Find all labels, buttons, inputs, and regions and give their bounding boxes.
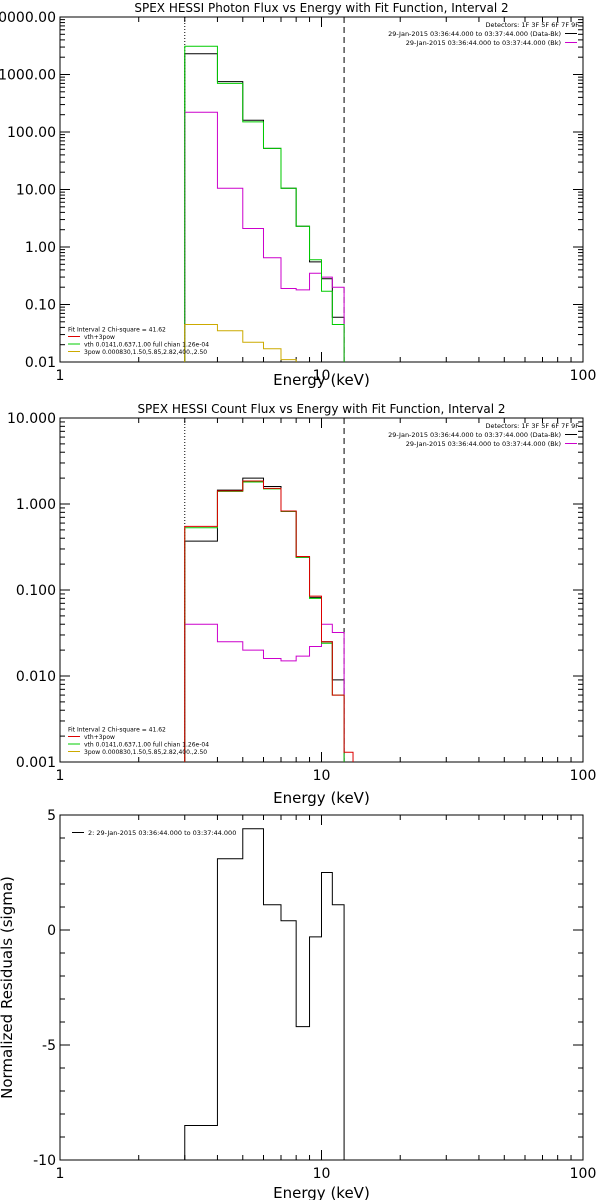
panel3-y-tick-label: 0 xyxy=(47,923,56,939)
panel2-legend-right-text: 29-Jan-2015 03:36:44.000 to 03:37:44.000… xyxy=(388,431,561,439)
panel1-x-tick-label: 100 xyxy=(570,368,597,384)
panel1-x-tick-label: 10 xyxy=(313,368,331,384)
panel1-y-tick-label: 0.10 xyxy=(25,298,56,314)
panel2-x-axis-label: Energy (keV) xyxy=(273,789,370,807)
panel2-series-data-bk xyxy=(184,477,345,762)
panel2-y-tick-label: 0.100 xyxy=(16,583,56,599)
panel1-series-3pow xyxy=(184,323,297,362)
panel3-legend-text: 2: 29-Jan-2015 03:36:44.000 to 03:37:44.… xyxy=(88,829,236,837)
panel1-fit-text: 3pow 0.000830,1.50,5.85,2.82,400.,2.50 xyxy=(84,349,207,356)
panel2-plot-frame xyxy=(59,417,584,763)
panel3-y-tick-label: -10 xyxy=(33,1153,56,1169)
panel1-legend-right-text: 29-Jan-2015 03:36:44.000 to 03:37:44.000… xyxy=(406,39,561,47)
panel3-x-tick-label: 1 xyxy=(56,1166,65,1182)
panel1-x-axis-label: Energy (keV) xyxy=(273,371,370,389)
panel1-series-data-bk xyxy=(184,53,345,362)
panel1-y-tick-label: 1000.00 xyxy=(0,68,56,84)
panel1-fit-text: vth 0.0141,0.637,1.00 full chian 1.26e-0… xyxy=(84,342,209,349)
panel2-fit-text: vth+3pow xyxy=(84,734,115,741)
panel2-x-tick-label: 1 xyxy=(56,768,65,784)
panel1-legend-right-text: 29-Jan-2015 03:36:44.000 to 03:37:44.000… xyxy=(388,30,561,38)
panel1-fit-text: vth+3pow xyxy=(84,334,115,341)
panel2-y-tick-label: 0.010 xyxy=(16,669,56,685)
panel2-series-bk xyxy=(184,623,345,762)
panel3-x-axis-label: Energy (keV) xyxy=(273,1184,370,1200)
panel1-y-tick-label: 1.00 xyxy=(25,240,56,256)
panel1-series-vth xyxy=(184,45,345,362)
panel1-y-tick-label: 10.00 xyxy=(16,183,56,199)
panel3-series-2-29-jan-2015-03-36-44-000-to-03-37-44-000 xyxy=(184,828,345,1160)
panel2-y-tick-label: 1.000 xyxy=(16,497,56,513)
panel2-x-tick-label: 100 xyxy=(570,768,597,784)
panel1-chart-title: SPEX HESSI Photon Flux vs Energy with Fi… xyxy=(134,1,508,15)
panel2-fit-text: vth 0.0141,0.637,1.00 full chian 1.26e-0… xyxy=(84,742,209,749)
panel2-series-vth xyxy=(184,481,345,762)
panel1-detectors-text: Detectors: 1F 3F 5F 6F 7F 9F xyxy=(485,21,579,29)
panel3-y-axis-label: Normalized Residuals (sigma) xyxy=(0,876,16,1099)
panel1-series-group xyxy=(184,45,345,362)
panel1-y-tick-label: 0.01 xyxy=(25,355,56,371)
panel3-plot-frame xyxy=(59,814,584,1161)
panel2-y-tick-label: 0.001 xyxy=(16,755,56,771)
panel1-x-tick-label: 1 xyxy=(56,368,65,384)
panel3-y-tick-label: -5 xyxy=(42,1038,56,1054)
panel2-fit-title: Fit Interval 2 Chi-square = 41.62 xyxy=(68,727,166,734)
panel1-series-bk xyxy=(184,111,345,362)
panel1-fit-title: Fit Interval 2 Chi-square = 41.62 xyxy=(68,327,166,334)
panel2-detectors-text: Detectors: 1F 3F 5F 6F 7F 9F xyxy=(485,422,579,430)
panel2-y-tick-label: 10.000 xyxy=(7,411,56,427)
panel3-y-tick-label: 5 xyxy=(47,808,56,824)
panel2-legend-right-text: 29-Jan-2015 03:36:44.000 to 03:37:44.000… xyxy=(406,440,561,448)
panel2-fit-text: 3pow 0.000830,1.50,5.85,2.82,400.,2.50 xyxy=(84,749,207,756)
panel3-x-tick-label: 10 xyxy=(313,1166,331,1182)
panel3-x-tick-label: 100 xyxy=(570,1166,597,1182)
panel1-y-tick-label: 10000.00 xyxy=(0,10,56,26)
panel2-chart-title: SPEX HESSI Count Flux vs Energy with Fit… xyxy=(137,402,505,416)
panel3-series-group xyxy=(184,828,345,1160)
panel2-series-vth-3pow xyxy=(184,480,354,762)
panel1-y-tick-label: 100.00 xyxy=(7,125,56,141)
panel1-plot-frame xyxy=(59,16,584,363)
panel2-series-group xyxy=(184,477,354,762)
panel2-x-tick-label: 10 xyxy=(313,768,331,784)
